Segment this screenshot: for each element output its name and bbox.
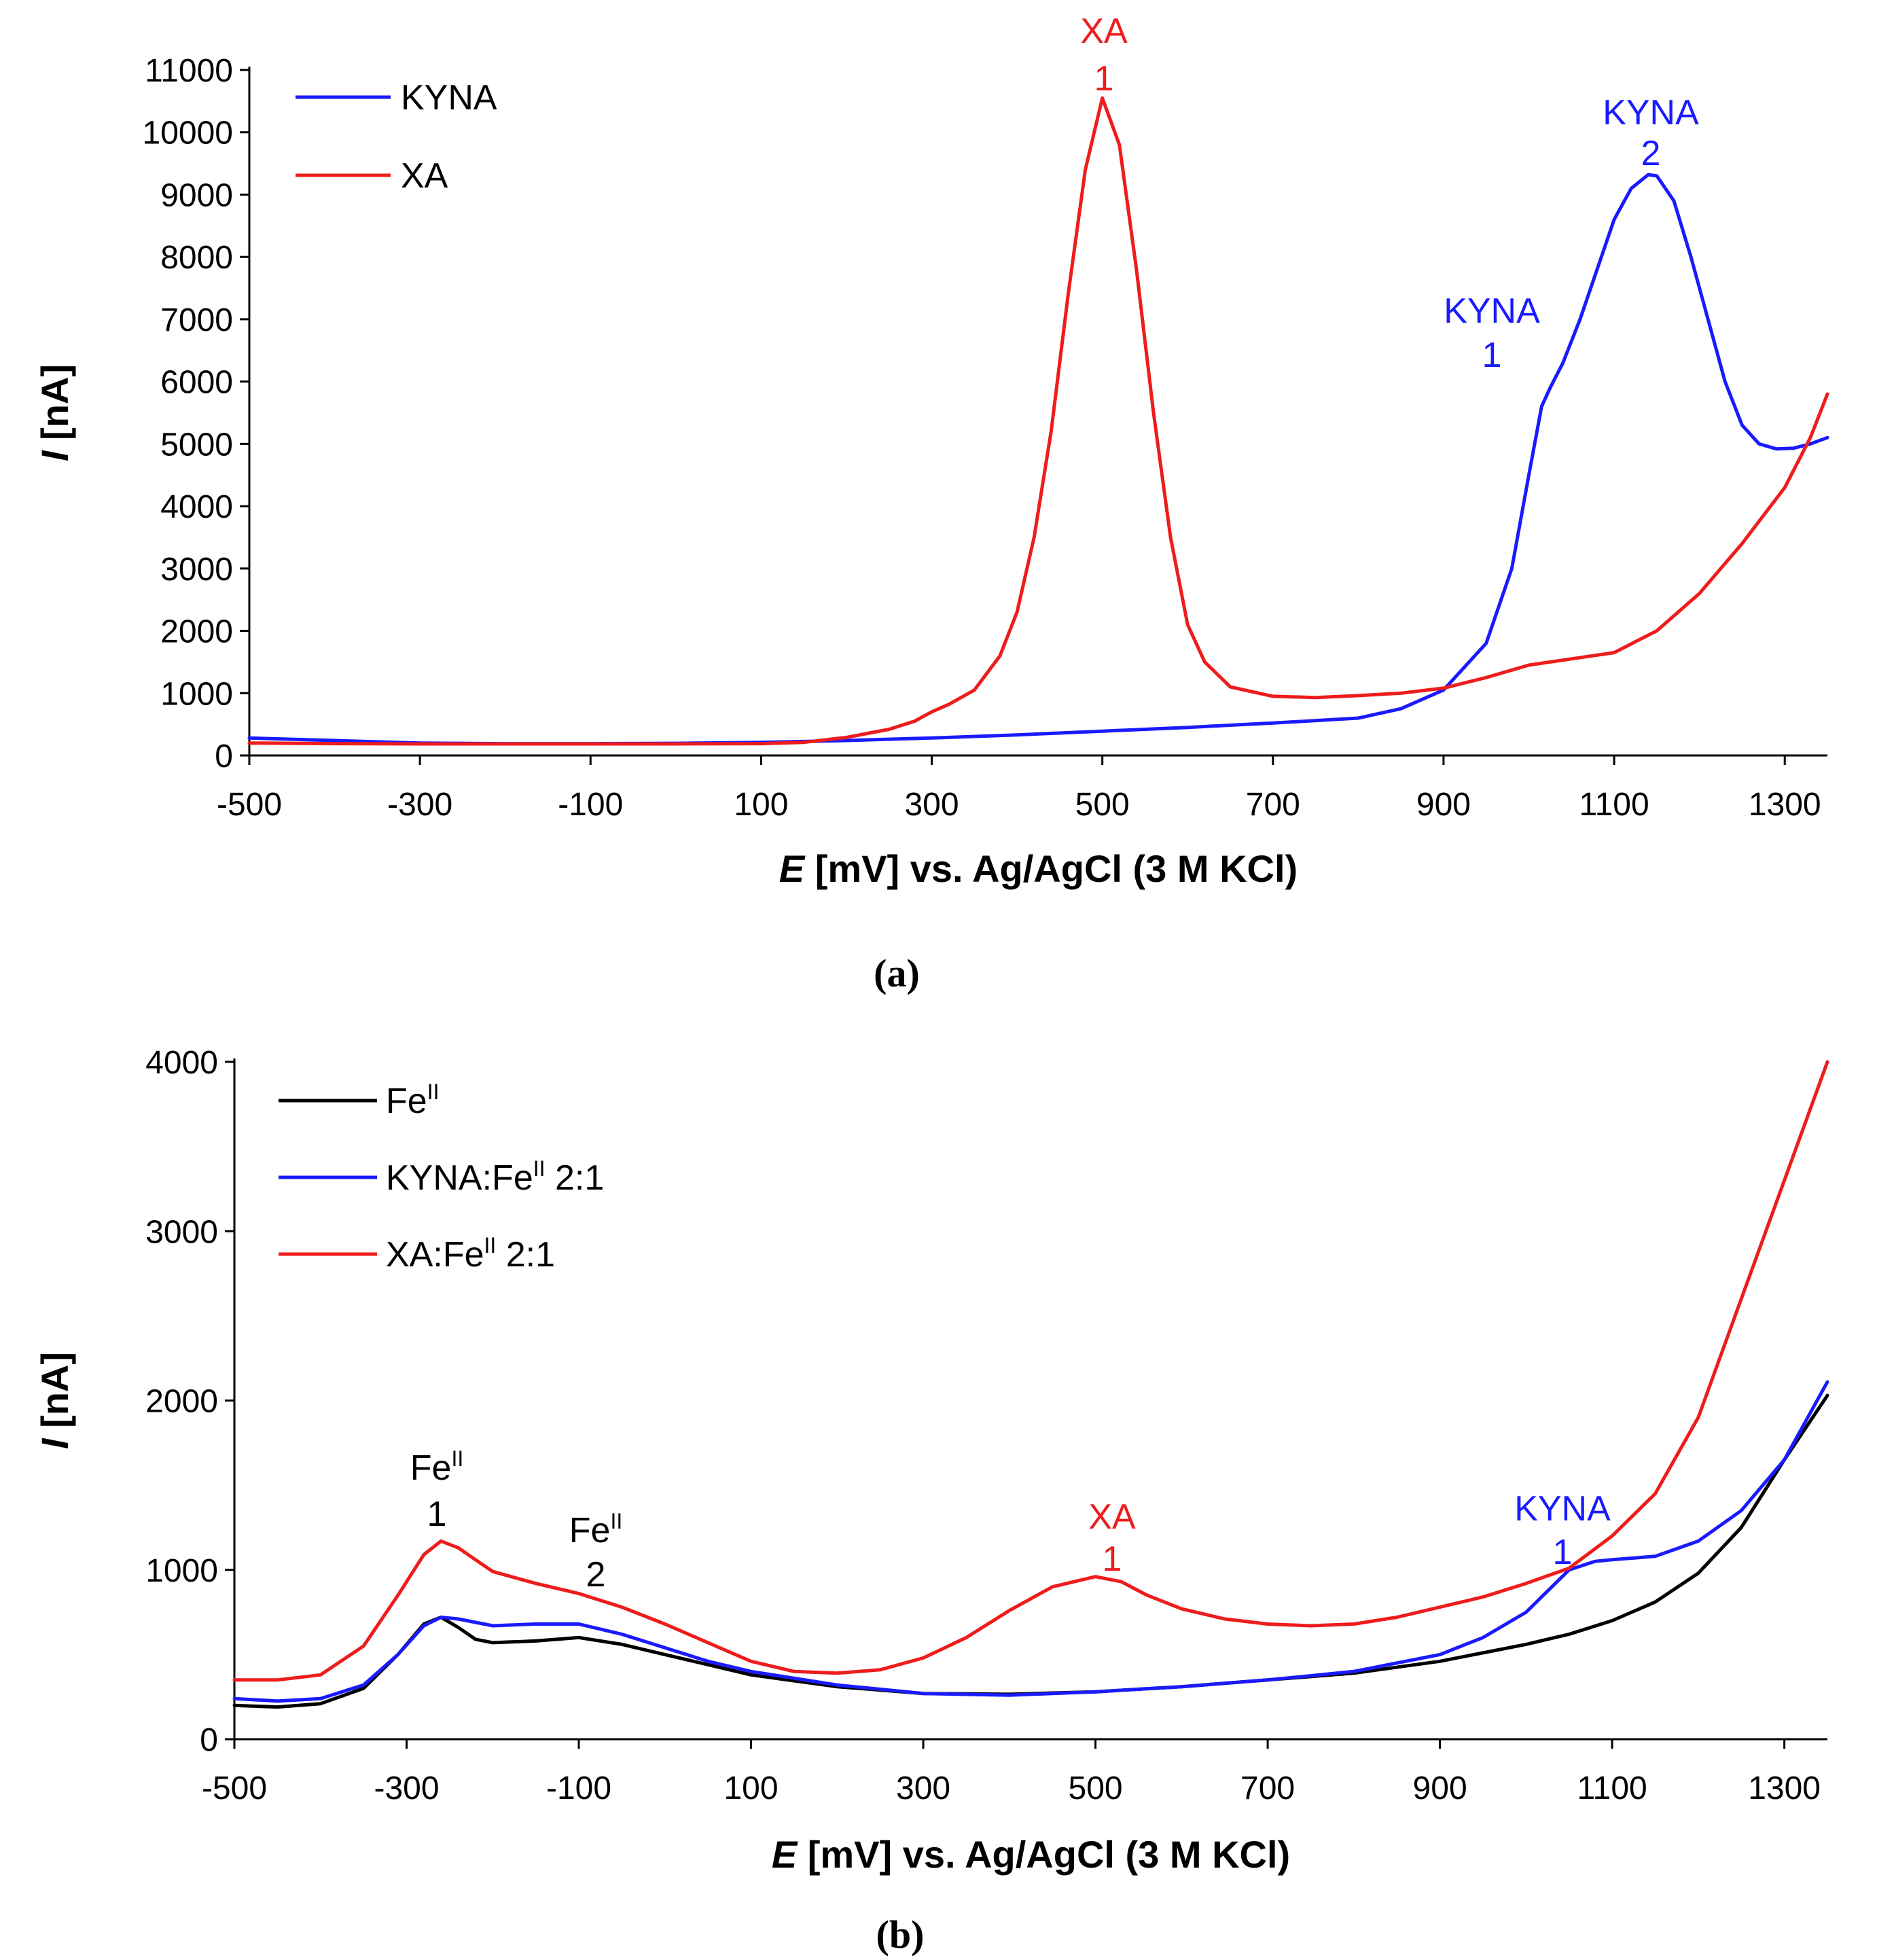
series-line-1 (247, 96, 1829, 746)
y-tick-label: 0 (215, 738, 233, 774)
peak-annotation-number: 1 (1553, 1533, 1573, 1572)
chart-a: 0 1000 2000 3000 4000 5000 6000 7000 8000 9000 100… (33, 12, 1829, 995)
peak-annotation-label: KYNA (1514, 1489, 1611, 1529)
y-axis-label: I [nA] (33, 1352, 76, 1449)
peak-annotation-label: FeII (410, 1446, 463, 1488)
y-tick-label: 7000 (160, 302, 233, 338)
chart-b: 0 1000 2000 3000 4000 -500 -300 -100 100 300 500 70… (33, 1045, 1829, 1957)
y-tick-label: 3000 (145, 1214, 218, 1250)
y-tick-label: 4000 (145, 1045, 218, 1081)
x-tick-label: 100 (723, 1770, 778, 1806)
legend-label: FeII (386, 1080, 439, 1121)
x-tick-label: 1300 (1748, 1770, 1821, 1806)
x-tick-label: -500 (202, 1770, 267, 1806)
x-tick-label: 1100 (1579, 787, 1649, 823)
peak-annotation-number: 2 (1641, 134, 1661, 173)
x-tick-label: -300 (374, 1770, 439, 1806)
y-tick-label: 0 (200, 1722, 218, 1758)
y-tick-label: 1000 (145, 1553, 218, 1589)
peak-annotation-number: 2 (586, 1555, 606, 1594)
y-tick-label: 4000 (160, 489, 233, 525)
legend-label: KYNA (401, 78, 497, 118)
peak-annotation-number: 1 (427, 1495, 447, 1534)
y-tick-label: 11000 (145, 53, 233, 89)
y-tick-label: 5000 (160, 427, 233, 463)
panel-label: (a) (874, 951, 920, 995)
x-tick-label: 1100 (1577, 1770, 1647, 1806)
x-tick-label: 300 (904, 787, 959, 823)
x-tick-label: 300 (896, 1770, 950, 1806)
x-tick-label: 700 (1246, 787, 1300, 823)
legend-label: KYNA:FeII 2:1 (386, 1156, 604, 1198)
legend-label: XA (401, 156, 448, 196)
peak-annotation-number: 1 (1094, 59, 1114, 99)
series-line-1 (232, 1380, 1829, 1703)
x-tick-label: -500 (217, 787, 282, 823)
x-tick-label: 700 (1240, 1770, 1295, 1806)
x-axis-label: E [mV] vs. Ag/AgCl (3 M KCl) (779, 847, 1298, 890)
x-tick-label: 900 (1413, 1770, 1467, 1806)
x-tick-label: -100 (558, 787, 623, 823)
x-tick-label: 900 (1416, 787, 1471, 823)
peak-annotation-number: 1 (1103, 1539, 1122, 1579)
x-tick-label: 500 (1069, 1770, 1123, 1806)
y-tick-label: 10000 (143, 115, 233, 152)
peak-annotation-label: KYNA (1603, 93, 1699, 132)
x-tick-label: 500 (1075, 787, 1130, 823)
y-axis-label: I [nA] (33, 364, 76, 461)
x-tick-label: -100 (546, 1770, 611, 1806)
peak-annotation-label: XA (1088, 1497, 1136, 1537)
y-tick-label: 8000 (160, 240, 233, 276)
y-tick-label: 2000 (160, 614, 233, 650)
peak-annotation-label: XA (1080, 12, 1128, 51)
panel-label: (b) (876, 1912, 925, 1957)
y-tick-label: 1000 (160, 676, 233, 712)
x-tick-label: 100 (734, 787, 788, 823)
y-tick-label: 6000 (160, 365, 233, 401)
peak-annotation-number: 1 (1482, 336, 1502, 375)
peak-annotation-label: FeII (569, 1509, 622, 1550)
y-tick-label: 3000 (160, 552, 233, 588)
x-tick-label: -300 (387, 787, 452, 823)
peak-annotation-label: KYNA (1444, 291, 1540, 331)
series-line-2 (232, 1060, 1829, 1682)
y-tick-label: 2000 (145, 1384, 218, 1420)
legend-label: XA:FeII 2:1 (386, 1233, 555, 1275)
x-tick-label: 1300 (1749, 787, 1821, 823)
y-tick-label: 9000 (160, 177, 233, 213)
x-axis-label: E [mV] vs. Ag/AgCl (3 M KCl) (772, 1833, 1290, 1876)
